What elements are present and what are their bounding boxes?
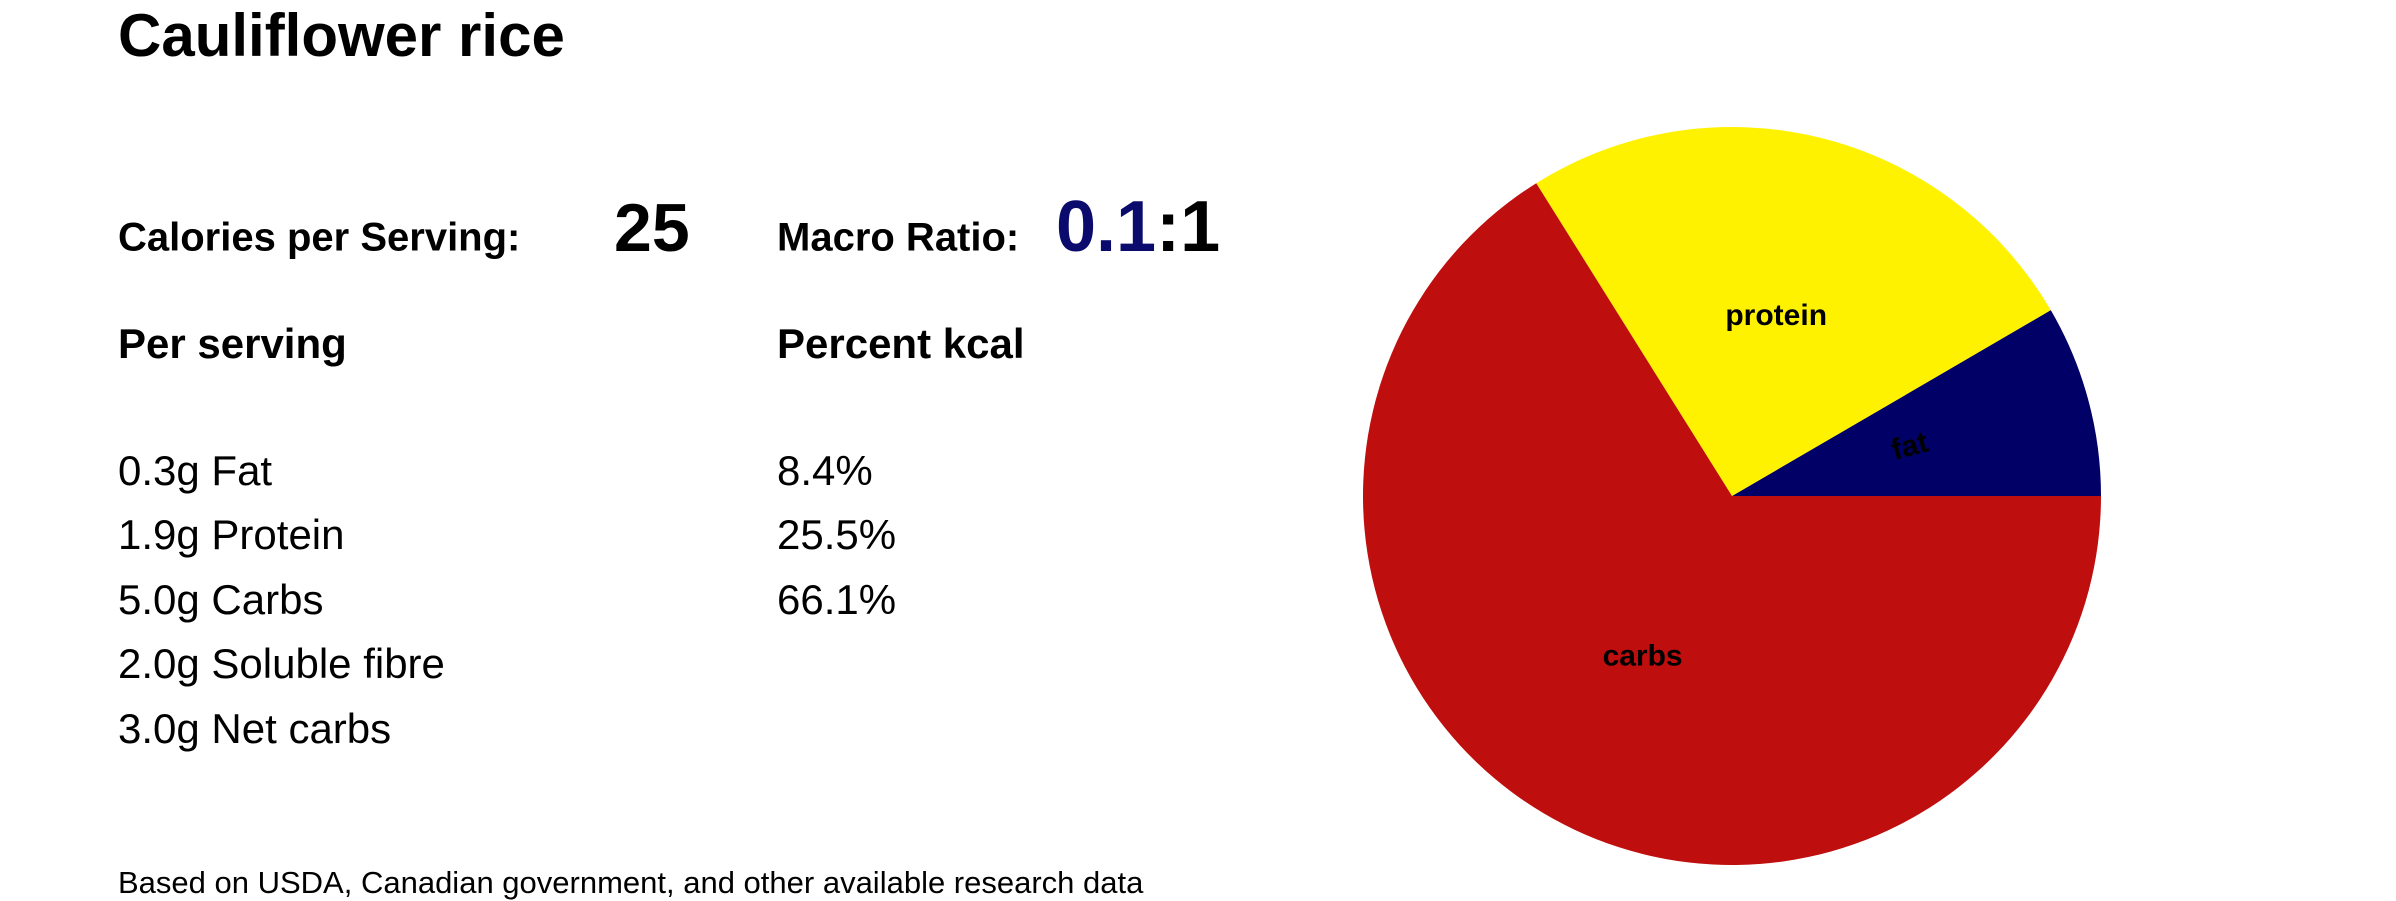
percent-row: 8.4% (777, 447, 873, 494)
ratio: 0.1 (1056, 187, 1156, 267)
slice-label: carbs (1603, 639, 1683, 672)
calories-value: 25 (614, 190, 690, 266)
pie-slice (1536, 126, 2051, 496)
ratio-suffix: :1 (1156, 187, 1220, 267)
slice-label: protein (1725, 299, 1827, 332)
title: Cauliflower rice (118, 2, 565, 69)
nutrient-row: 3.0g Net carbs (118, 705, 391, 752)
per-serving-heading: Per serving (118, 320, 347, 367)
calories-label: Calories per Serving: (118, 216, 520, 260)
nutrient-row: 5.0g Carbs (118, 576, 323, 623)
nutrient-row: 0.3g Fat (118, 447, 272, 494)
ratio-label: Macro Ratio: (777, 216, 1019, 260)
nutrient-row: 2.0g Soluble fibre (118, 640, 445, 687)
ratio-value: 0.1:1 (1056, 187, 1220, 267)
percent-row: 25.5% (777, 511, 896, 558)
percent-heading: Percent kcal (777, 320, 1025, 367)
footer-note: Based on USDA, Canadian government, and … (118, 865, 1144, 900)
nutrient-row: 1.9g Protein (118, 511, 345, 558)
pie-slice (1732, 310, 2101, 496)
percent-row: 66.1% (777, 576, 896, 623)
pie-slice (1363, 183, 2101, 865)
